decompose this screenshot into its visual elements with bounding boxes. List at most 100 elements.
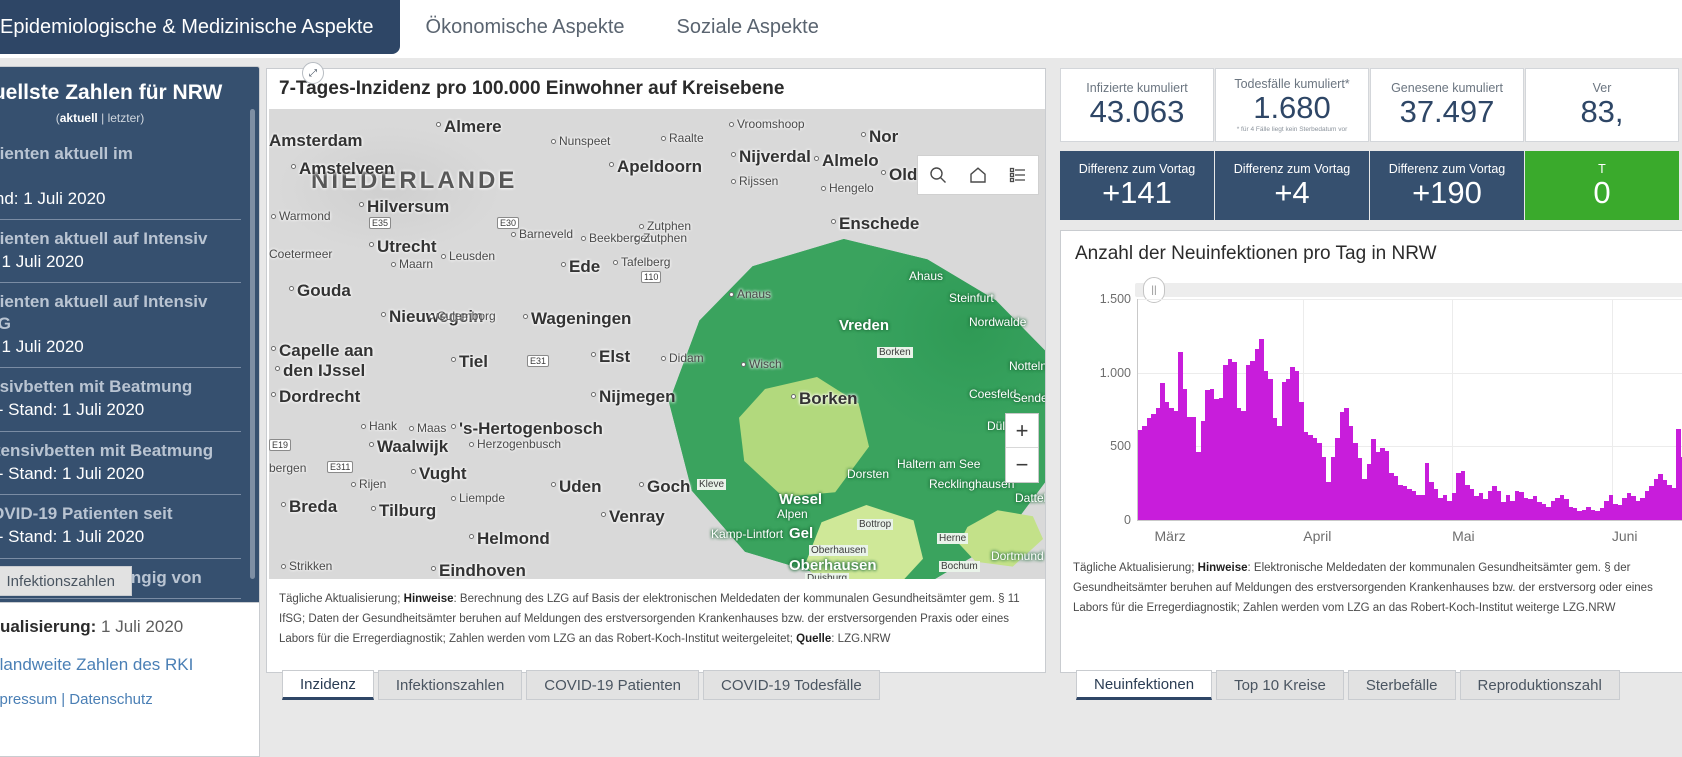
chart-bar[interactable] <box>1241 410 1246 520</box>
chart-bar[interactable] <box>1371 438 1376 520</box>
chart-bar[interactable] <box>1268 378 1273 520</box>
toggle-letzter[interactable]: letzter <box>107 111 141 125</box>
sidebar-scrollbar[interactable] <box>250 109 255 579</box>
map-tab-inzidenz[interactable]: Inzidenz <box>282 670 374 700</box>
chart-bar[interactable] <box>1555 497 1560 520</box>
chart-bar[interactable] <box>1523 497 1529 520</box>
chart-bar[interactable] <box>1178 352 1183 520</box>
diff-card-todesfaelle[interactable]: Differenz zum Vortag +4 <box>1215 151 1369 220</box>
legend-icon[interactable] <box>998 156 1038 194</box>
chart-bar[interactable] <box>1469 489 1475 520</box>
chart-bar[interactable] <box>1411 490 1417 520</box>
chart-bar[interactable] <box>1384 450 1390 520</box>
chart-bar[interactable] <box>1537 502 1542 520</box>
chart-bar[interactable] <box>1236 408 1242 520</box>
chart-bar[interactable] <box>1492 486 1497 520</box>
chart-bar[interactable] <box>1223 365 1228 520</box>
chart-bar[interactable] <box>1658 474 1663 520</box>
chart-bar[interactable] <box>1164 402 1170 520</box>
chart-bar[interactable] <box>1375 452 1381 520</box>
nav-tab-soziale[interactable]: Soziale Aspekte <box>676 15 819 38</box>
chart-bar[interactable] <box>1146 418 1152 520</box>
chart-bar[interactable] <box>1460 471 1466 520</box>
chart-bar[interactable] <box>1272 418 1278 520</box>
chart-bar[interactable] <box>1671 487 1677 520</box>
chart-bar[interactable] <box>1649 486 1654 520</box>
chart-bar[interactable] <box>1281 381 1286 520</box>
chart-bar[interactable] <box>1420 494 1425 520</box>
stat-card-infizierte[interactable]: Infizierte kumuliert 43.063 <box>1060 68 1214 142</box>
chart-bar[interactable] <box>1505 494 1511 520</box>
search-icon[interactable] <box>918 156 958 194</box>
stat-card-todesfaelle[interactable]: Todesfälle kumuliert* 1.680 * für 4 Fäll… <box>1215 68 1369 142</box>
sidebar-tab-infektionszahlen[interactable]: Infektionszahlen <box>0 566 132 596</box>
chart-bar[interactable] <box>1330 456 1336 520</box>
chart-bar[interactable] <box>1393 475 1399 520</box>
chart-bar[interactable] <box>1613 503 1618 520</box>
chart-bar[interactable] <box>1653 478 1659 520</box>
chart-bar[interactable] <box>1528 499 1533 520</box>
chart-bar[interactable] <box>1187 416 1192 520</box>
zoom-out-button[interactable]: − <box>1015 452 1029 477</box>
chart-bar[interactable] <box>1259 338 1264 520</box>
chart-bar[interactable] <box>1586 506 1591 520</box>
chart-bar[interactable] <box>1169 408 1174 520</box>
chart-bars[interactable] <box>1138 299 1682 520</box>
chart-bar[interactable] <box>1483 499 1488 520</box>
chart-bar[interactable] <box>1564 499 1569 520</box>
expand-icon[interactable]: ⤢ <box>302 62 324 84</box>
chart-bar[interactable] <box>1438 497 1443 520</box>
chart-bar[interactable] <box>1662 480 1668 520</box>
stat-card-genesene[interactable]: Genesene kumuliert 37.497 <box>1370 68 1524 142</box>
chart-bar[interactable] <box>1402 486 1408 520</box>
chart-bar[interactable] <box>1326 481 1331 520</box>
chart-bar[interactable] <box>1160 382 1165 520</box>
chart-bar[interactable] <box>1277 425 1282 520</box>
chart-tab-sterbefaelle[interactable]: Sterbefälle <box>1347 670 1456 700</box>
chart-time-slider[interactable]: || <box>1135 277 1682 303</box>
chart-bar[interactable] <box>1590 509 1596 520</box>
chart-bar[interactable] <box>1568 506 1573 520</box>
chart-bar[interactable] <box>1644 490 1650 520</box>
chart-bar[interactable] <box>1622 497 1627 520</box>
toggle-aktuell[interactable]: aktuell <box>59 111 98 125</box>
chart-bar[interactable] <box>1155 408 1161 520</box>
chart-tab-reproduktionszahl[interactable]: Reproduktionszahl <box>1459 670 1620 700</box>
chart-bar[interactable] <box>1285 378 1291 520</box>
chart-bar[interactable] <box>1465 484 1470 520</box>
chart-bar[interactable] <box>1433 489 1439 520</box>
chart-bar[interactable] <box>1550 500 1556 520</box>
chart-bar[interactable] <box>1173 410 1179 520</box>
chart-bar[interactable] <box>1635 500 1641 520</box>
stat-card-ver[interactable]: Ver 83, <box>1525 68 1679 142</box>
chart-bar[interactable] <box>1546 506 1551 520</box>
chart-bar[interactable] <box>1496 490 1502 520</box>
chart-bar[interactable] <box>1312 437 1318 520</box>
chart-bar[interactable] <box>1577 511 1582 520</box>
chart-bar[interactable] <box>1357 458 1363 520</box>
chart-bar[interactable] <box>1348 425 1354 520</box>
chart-bar[interactable] <box>1263 371 1269 520</box>
chart-tab-top10-kreise[interactable]: Top 10 Kreise <box>1216 670 1344 700</box>
chart-bar[interactable] <box>1425 462 1430 520</box>
chart-bar[interactable] <box>1200 421 1206 520</box>
map-canvas[interactable]: NIEDERLANDE Amsterdam Almere Amstelveen Nuns… <box>269 109 1045 579</box>
chart-bar[interactable] <box>1676 428 1681 520</box>
chart-tab-neuinfektionen[interactable]: Neuinfektionen <box>1076 670 1213 700</box>
zoom-in-button[interactable]: + <box>1006 414 1038 448</box>
footer-links[interactable]: kt | Impressum | Datenschutz <box>0 691 153 708</box>
rki-link[interactable]: utschlandweite Zahlen des RKI <box>0 655 194 674</box>
chart-bar[interactable] <box>1303 431 1309 520</box>
home-icon[interactable] <box>958 156 998 194</box>
chart-bar[interactable] <box>1254 349 1260 520</box>
diff-card-genesene[interactable]: Differenz zum Vortag +190 <box>1370 151 1524 220</box>
chart-bar[interactable] <box>1142 425 1147 520</box>
chart-bar[interactable] <box>1451 493 1457 520</box>
chart-bar[interactable] <box>1604 500 1609 520</box>
chart-bar[interactable] <box>1501 502 1506 520</box>
chart-bar[interactable] <box>1680 456 1682 520</box>
chart-bar[interactable] <box>1335 437 1340 520</box>
chart-bar[interactable] <box>1196 452 1201 520</box>
chart-bar[interactable] <box>1299 402 1304 520</box>
chart-bar[interactable] <box>1456 472 1461 520</box>
